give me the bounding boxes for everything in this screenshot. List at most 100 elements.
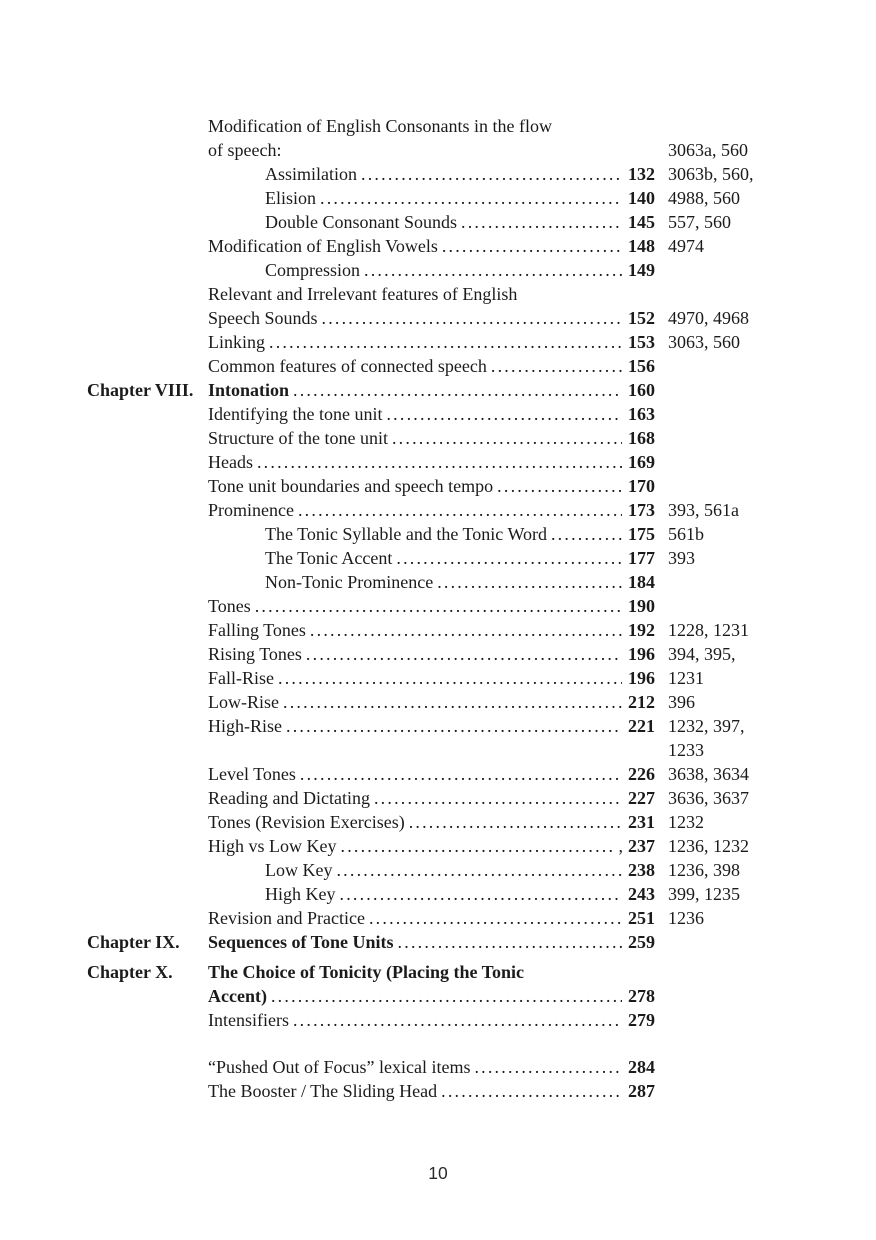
dot-leader: [255, 594, 622, 618]
toc-row: of speech: 3063a, 560: [87, 138, 859, 162]
dot-leader: [310, 618, 622, 642]
toc-row: Chapter VIII. Intonation 160: [87, 378, 859, 402]
toc-row: High Key 243 399, 1235: [87, 882, 859, 906]
entry-title: Elision: [265, 188, 317, 208]
toc-entry: Falling Tones 192: [208, 618, 655, 642]
dot-leader: [286, 714, 622, 738]
entry-page-number: 190: [628, 596, 655, 616]
toc-entry: Reading and Dictating 227: [208, 786, 655, 810]
entry-page-number: 196: [628, 668, 655, 688]
dot-leader: [306, 642, 622, 666]
toc-entry: Fall-Rise 196: [208, 666, 655, 690]
toc-entry: Tones 190: [208, 594, 655, 618]
entry-page-number: 196: [628, 644, 655, 664]
entry-title: Modification of English Vowels: [208, 236, 438, 256]
entry-title: Tones: [208, 596, 251, 616]
entry-title: Non-Tonic Prominence: [265, 572, 434, 592]
dot-leader: [398, 930, 622, 954]
dot-leader: [257, 450, 622, 474]
entry-page-number: 153: [628, 332, 655, 352]
toc-row: Heads 169: [87, 450, 859, 474]
toc-row: Common features of connected speech 156: [87, 354, 859, 378]
entry-title: The Tonic Accent: [265, 548, 393, 568]
reference-numbers: 561b: [668, 524, 704, 544]
toc-row: Accent) 278: [87, 984, 859, 1008]
toc-entry: High vs Low Key , 237: [208, 834, 655, 858]
toc-row: Assimilation 132 3063b, 560,: [87, 162, 859, 186]
reference-numbers: 393, 561a: [668, 500, 739, 520]
entry-page-number: 226: [628, 764, 655, 784]
reference-numbers: 394, 395,: [668, 644, 736, 664]
dot-leader: [269, 330, 622, 354]
toc-list: Modification of English Consonants in th…: [87, 114, 859, 1103]
entry-title: Relevant and Irrelevant features of Engl…: [208, 284, 518, 304]
entry-title: Rising Tones: [208, 644, 302, 664]
reference-numbers: 1232, 397,: [668, 716, 745, 736]
entry-page-number: 287: [628, 1081, 655, 1101]
entry-page-number: 168: [628, 428, 655, 448]
toc-row: “Pushed Out of Focus” lexical items 284: [87, 1055, 859, 1079]
entry-page-number: 145: [628, 212, 655, 232]
toc-entry: Relevant and Irrelevant features of Engl…: [208, 282, 655, 306]
toc-row: Modification of English Vowels 148 4974: [87, 234, 859, 258]
entry-title: Level Tones: [208, 764, 296, 784]
reference-numbers: 399, 1235: [668, 884, 740, 904]
entry-title: Speech Sounds: [208, 308, 318, 328]
toc-row: Chapter IX. Sequences of Tone Units 259: [87, 930, 859, 954]
dot-leader: [392, 426, 622, 450]
reference-numbers: 1236, 1232: [668, 836, 749, 856]
toc-row: Modification of English Consonants in th…: [87, 114, 859, 138]
entry-title: Accent): [208, 986, 267, 1006]
toc-row: Non-Tonic Prominence 184: [87, 570, 859, 594]
entry-title: Sequences of Tone Units: [208, 932, 394, 952]
toc-entry: Modification of English Consonants in th…: [208, 114, 655, 138]
toc-row: Prominence 173 393, 561a: [87, 498, 859, 522]
toc-entry: Rising Tones 196: [208, 642, 655, 666]
reference-numbers: 1233: [668, 740, 704, 760]
entry-page-number: 177: [628, 548, 655, 568]
entry-page-number: 212: [628, 692, 655, 712]
toc-entry: The Tonic Syllable and the Tonic Word 17…: [208, 522, 655, 546]
entry-title: High-Rise: [208, 716, 282, 736]
entry-page-number: 132: [628, 164, 655, 184]
dot-leader: [283, 690, 622, 714]
toc-row: High vs Low Key , 237 1236, 1232: [87, 834, 859, 858]
toc-entry: The Booster / The Sliding Head 287: [208, 1079, 655, 1103]
reference-numbers: 3063b, 560,: [668, 164, 754, 184]
toc-entry: Elision 140: [208, 186, 655, 210]
toc-entry: Compression 149: [208, 258, 655, 282]
reference-numbers: 1236: [668, 908, 704, 928]
entry-title: Double Consonant Sounds: [265, 212, 458, 232]
entry-page-number: 259: [628, 932, 655, 952]
dot-leader: [396, 546, 622, 570]
dot-leader: [336, 858, 622, 882]
toc-entry: Common features of connected speech 156: [208, 354, 655, 378]
reference-numbers: 557, 560: [668, 212, 731, 232]
chapter-label: Chapter X.: [87, 962, 173, 982]
entry-title: Intensifiers: [208, 1010, 289, 1030]
toc-entry: Speech Sounds 152: [208, 306, 655, 330]
dot-leader: [278, 666, 622, 690]
entry-title: Reading and Dictating: [208, 788, 370, 808]
entry-title: The Booster / The Sliding Head: [208, 1081, 438, 1101]
toc-row: Reading and Dictating 227 3636, 3637: [87, 786, 859, 810]
entry-title: Linking: [208, 332, 265, 352]
reference-numbers: 3063a, 560: [668, 140, 748, 160]
toc-entry: Intonation 160: [208, 378, 655, 402]
entry-title: Intonation: [208, 380, 290, 400]
entry-page-number: 227: [628, 788, 655, 808]
toc-entry: of speech:: [208, 138, 655, 162]
reference-numbers: 1228, 1231: [668, 620, 749, 640]
entry-title: Fall-Rise: [208, 668, 274, 688]
entry-title: Tone unit boundaries and speech tempo: [208, 476, 494, 496]
entry-page-number: 156: [628, 356, 655, 376]
dot-leader: [293, 378, 622, 402]
toc-entry: Low Key 238: [208, 858, 655, 882]
chapter-label: Chapter IX.: [87, 932, 180, 952]
entry-page-number: 238: [628, 860, 655, 880]
entry-page-number: 184: [628, 572, 655, 592]
reference-numbers: 3063, 560: [668, 332, 740, 352]
toc-row: Fall-Rise 196 1231: [87, 666, 859, 690]
dot-leader: [300, 762, 622, 786]
